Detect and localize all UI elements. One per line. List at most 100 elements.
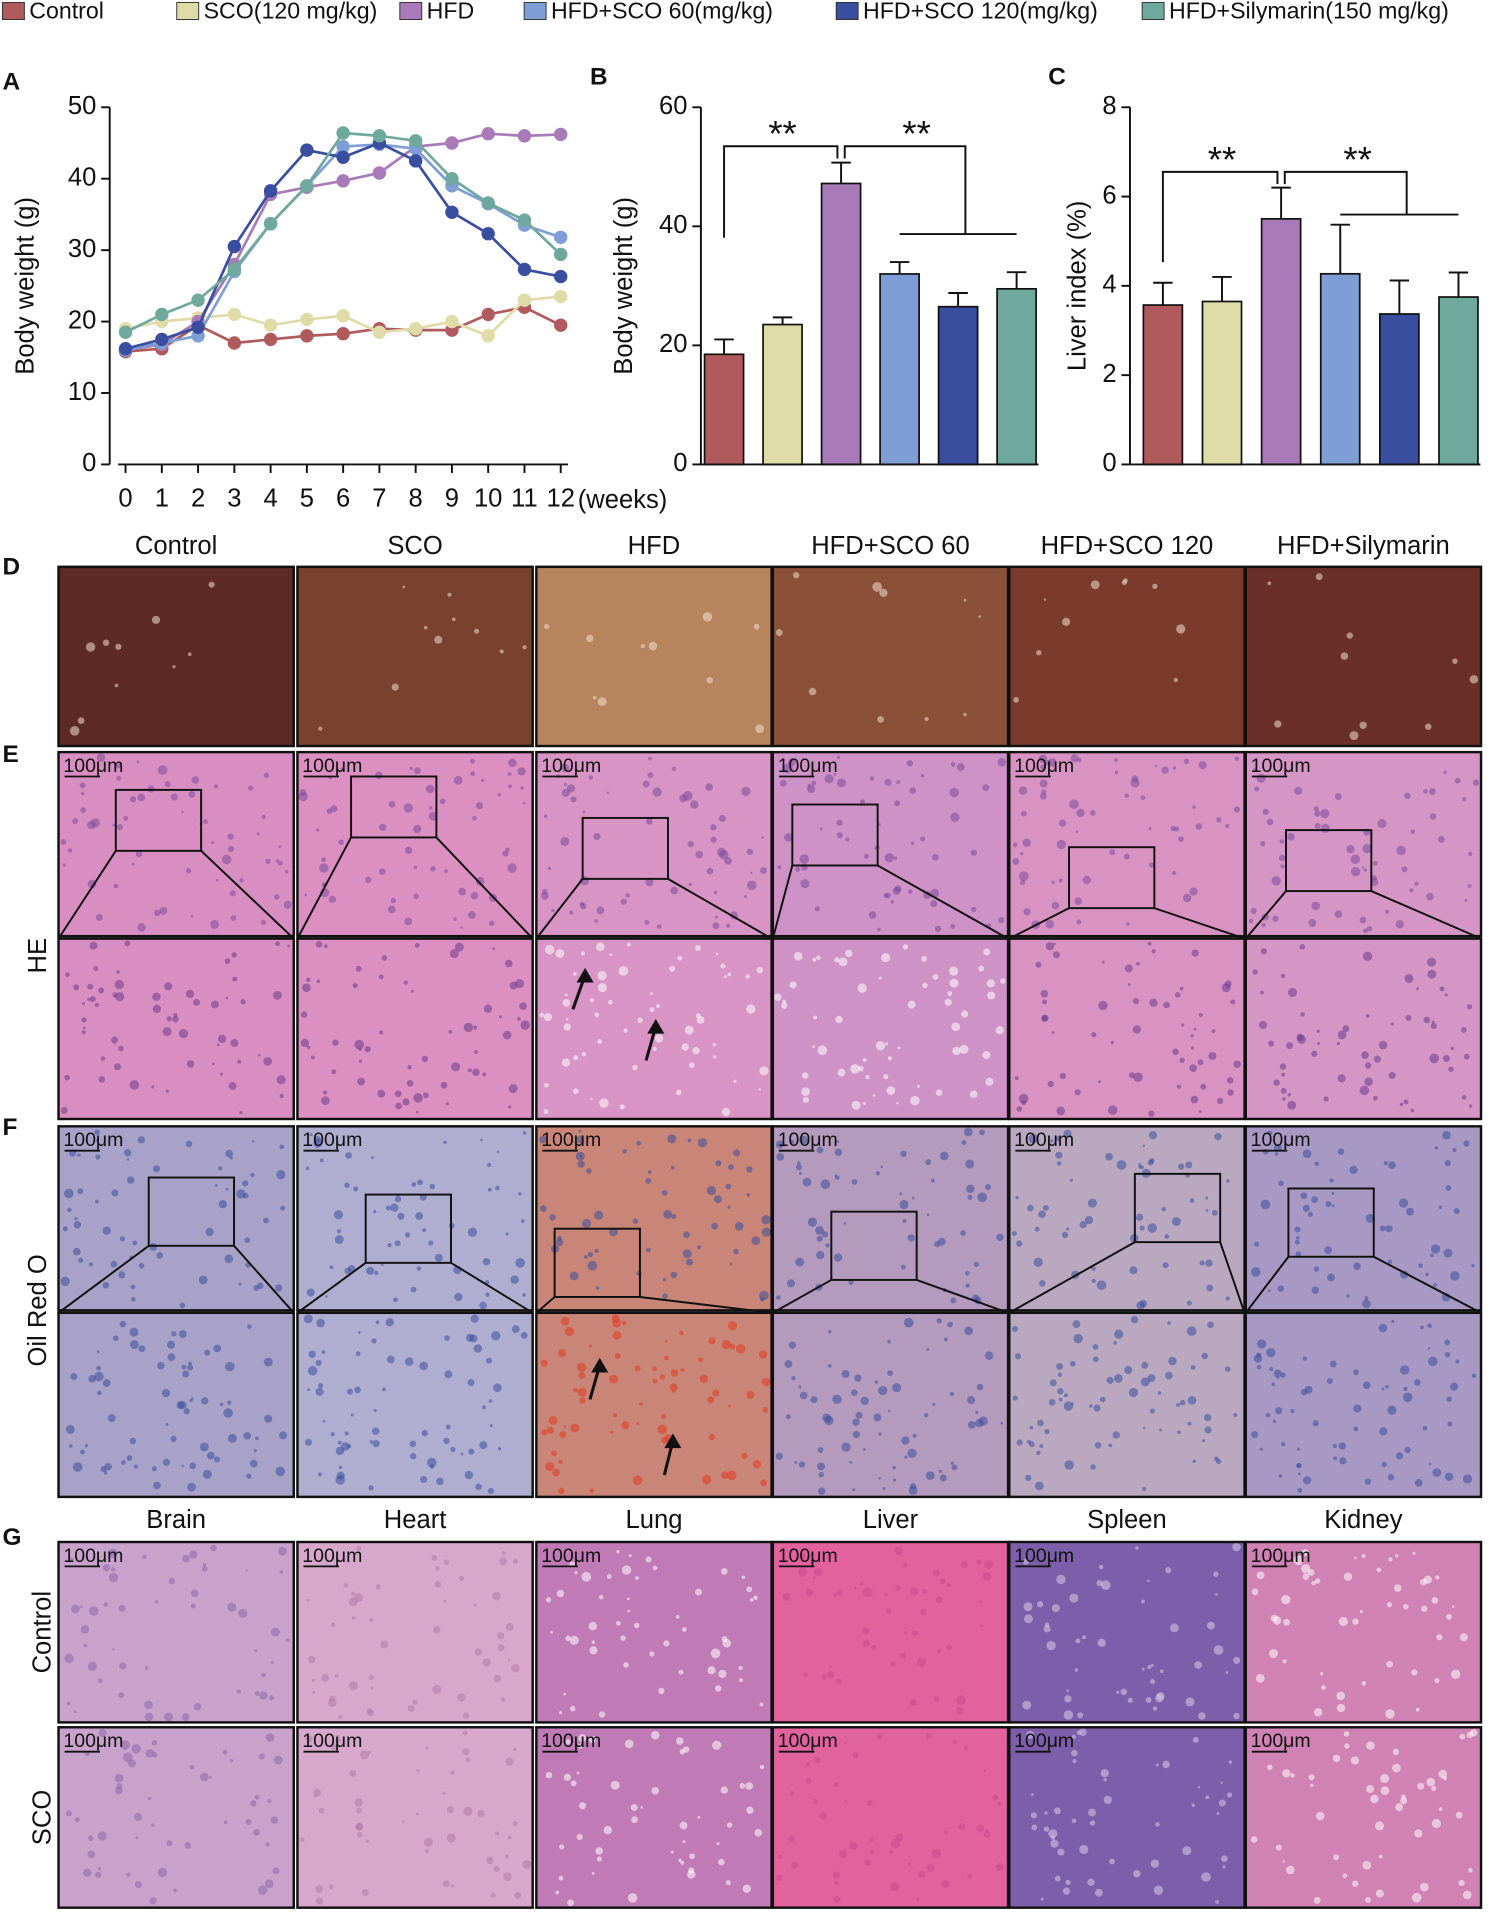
tissue-texture [1282, 1659, 1287, 1664]
tissue-texture [201, 1397, 209, 1405]
tissue-texture [558, 1710, 563, 1715]
zoom-box [350, 775, 438, 839]
tissue-texture [1254, 1241, 1260, 1247]
tissue-texture [227, 1400, 232, 1405]
tissue-texture [1074, 897, 1083, 906]
tissue-texture [198, 1275, 208, 1285]
data-point [300, 179, 314, 193]
tissue-texture [227, 833, 234, 840]
tissue-texture [278, 1546, 287, 1556]
tissue-texture [114, 683, 119, 688]
tissue-texture [628, 1554, 632, 1558]
tissue-texture [450, 1770, 455, 1775]
tissue-texture [1429, 1053, 1440, 1064]
scale-bar-label: 100μm [1251, 1730, 1311, 1752]
tissue-texture [259, 1691, 268, 1700]
tissue-texture [170, 1435, 177, 1443]
tissue-texture [355, 1822, 364, 1831]
tissue-texture [983, 948, 991, 956]
tissue-texture [1036, 649, 1042, 656]
tissue-texture [188, 1361, 192, 1366]
tissue-texture [171, 1331, 177, 1337]
tissue-texture [561, 1058, 571, 1067]
tissue-texture [848, 1279, 854, 1285]
tissue-texture [114, 979, 125, 990]
tissue-texture [270, 1627, 280, 1637]
tissue-texture [1069, 799, 1079, 810]
tissue-texture [1198, 1012, 1203, 1018]
tile-frame [1008, 565, 1246, 748]
tissue-texture [522, 1860, 532, 1870]
tissue-texture [1049, 1379, 1057, 1387]
tissue-texture [1205, 1209, 1209, 1212]
tissue-texture [1037, 1419, 1044, 1427]
data-point [336, 327, 350, 341]
tissue-texture [835, 1678, 842, 1684]
tissue-texture [686, 1258, 693, 1266]
tissue-texture [448, 1029, 453, 1034]
tissue-texture [965, 1283, 970, 1288]
tissue-texture [511, 1664, 520, 1673]
y-tick-label: 40 [659, 211, 687, 239]
tissue-texture [1172, 1217, 1181, 1226]
tile-frame [1244, 1311, 1483, 1499]
tissue-texture [404, 1232, 411, 1238]
tissue-texture [800, 879, 810, 889]
tissue-texture [577, 1387, 587, 1397]
tissue-texture [415, 1812, 419, 1816]
tissue-texture [1047, 1080, 1055, 1088]
tissue-texture [1121, 580, 1127, 586]
tissue-texture [165, 1422, 169, 1426]
tissue-texture [1424, 723, 1432, 730]
tissue-texture [1359, 1085, 1370, 1096]
tissue-texture [1362, 1860, 1372, 1870]
tissue-texture [615, 1621, 621, 1626]
tissue-texture [745, 974, 750, 979]
tissue-texture [965, 1270, 970, 1276]
tissue-texture [1147, 1374, 1156, 1383]
tissue-texture [997, 758, 1007, 767]
tissue-texture [964, 1326, 974, 1336]
tissue-texture [365, 876, 372, 883]
tissue-texture [874, 1380, 878, 1384]
tissue-texture [151, 615, 161, 624]
scale-bar-label: 100μm [1251, 755, 1311, 777]
tissue-texture [892, 887, 901, 896]
tissue-texture [1181, 1023, 1185, 1027]
tissue-texture [610, 1430, 614, 1434]
zoom-lines [1008, 907, 1245, 940]
data-point [445, 314, 459, 329]
tissue-texture [156, 1252, 163, 1259]
tissue-texture [746, 1586, 753, 1593]
tissue-texture [539, 1135, 547, 1144]
tissue-texture [907, 1000, 916, 1009]
tissue-texture [95, 1871, 102, 1878]
tissue-texture [892, 1383, 902, 1393]
tissue-texture [667, 1134, 677, 1144]
tissue-texture [710, 824, 717, 831]
tissue-texture [1216, 817, 1222, 823]
tissue-texture [692, 1047, 700, 1055]
tissue-texture [1364, 1062, 1372, 1069]
tissue-texture [1142, 1426, 1146, 1430]
tile-frame [296, 1540, 534, 1724]
tissue-texture [1124, 1366, 1133, 1375]
panel-letter: A [2, 68, 20, 95]
tissue-texture [1403, 1603, 1409, 1610]
tissue-texture [442, 1880, 450, 1888]
tissue-texture [1385, 909, 1390, 914]
tissue-texture [1139, 1225, 1145, 1231]
tissue-texture [868, 911, 877, 919]
tissue-texture [414, 943, 420, 948]
tissue-texture [1403, 1386, 1408, 1392]
tissue-texture [1173, 677, 1179, 683]
tissue-texture [852, 1752, 859, 1759]
zoom-box [581, 816, 669, 880]
tissue-texture [878, 823, 881, 826]
tissue-texture [1327, 1273, 1336, 1282]
tissue-texture [313, 1138, 323, 1148]
tissue-texture [1123, 853, 1130, 860]
tissue-texture [493, 1674, 502, 1683]
tissue-texture [698, 1357, 703, 1363]
tissue-texture [890, 899, 895, 904]
